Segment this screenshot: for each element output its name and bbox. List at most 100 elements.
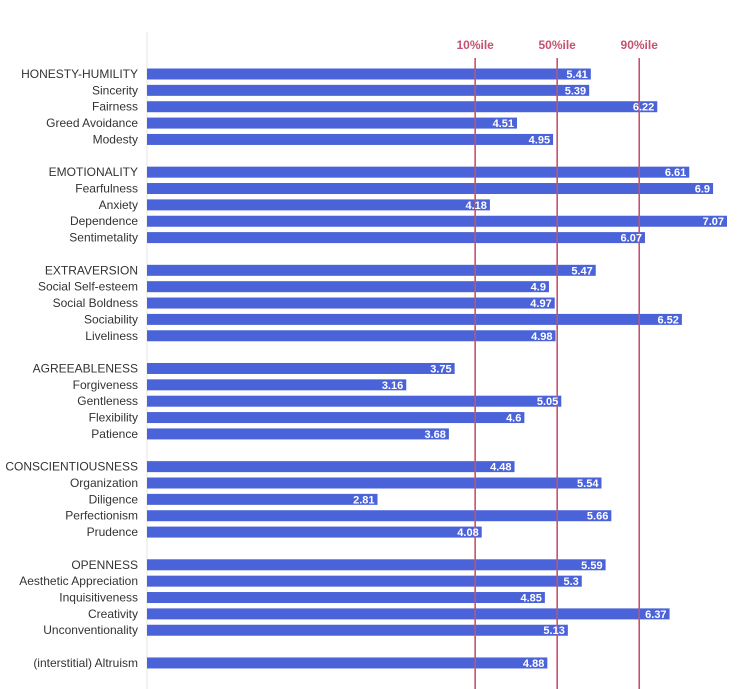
value-label-unconventionality: 5.13 <box>543 625 564 637</box>
category-labels-layer: HONESTY-HUMILITY Sincerity Fairness Greed A… <box>5 67 138 670</box>
value-label-sentimetality: 6.07 <box>621 233 642 245</box>
bar-flexibility <box>147 412 525 424</box>
bar-honesty-humility <box>147 68 591 80</box>
reference-lines-layer: 10%ile 50%ile 90%ile <box>456 38 658 689</box>
group-label-honesty-humility: HONESTY-HUMILITY <box>21 67 138 81</box>
value-label-social-boldness: 4.97 <box>530 298 551 310</box>
bar-social-boldness <box>147 297 555 309</box>
facet-label-fairness: Fairness <box>92 100 138 114</box>
bar-greed-avoidance <box>147 117 517 129</box>
bar-sociability <box>147 313 682 325</box>
facet-label-prudence: Prudence <box>87 525 139 539</box>
bar-extraversion <box>147 264 596 276</box>
bar-patience <box>147 428 449 440</box>
bar-openness <box>147 559 606 571</box>
value-label-flexibility: 4.6 <box>506 413 521 425</box>
group-label-openness: OPENNESS <box>71 558 138 572</box>
group-label-interstitial-altruism: (interstitial) Altruism <box>33 656 138 670</box>
value-label-modesty: 4.95 <box>529 134 550 146</box>
bar-conscientiousness <box>147 461 515 473</box>
bar-aesthetic-appreciation <box>147 575 582 587</box>
value-label-honesty-humility: 5.41 <box>566 69 587 81</box>
bar-gentleness <box>147 395 562 407</box>
facet-label-greed-avoidance: Greed Avoidance <box>46 116 138 130</box>
bar-prudence <box>147 526 482 538</box>
bar-interstitial-altruism <box>147 657 548 669</box>
bar-emotionality <box>147 166 690 178</box>
facet-label-sociability: Sociability <box>84 312 138 326</box>
value-label-sociability: 6.52 <box>657 314 678 326</box>
value-label-interstitial-altruism: 4.88 <box>523 658 544 670</box>
ref-label-10-ile: 10%ile <box>456 38 494 52</box>
bar-diligence <box>147 493 378 505</box>
bar-unconventionality <box>147 624 568 636</box>
bar-dependence <box>147 215 727 227</box>
value-label-extraversion: 5.47 <box>571 265 592 277</box>
facet-label-sincerity: Sincerity <box>92 83 138 97</box>
value-label-social-self-esteem: 4.9 <box>531 282 546 294</box>
bar-modesty <box>147 133 554 145</box>
facet-label-social-self-esteem: Social Self-esteem <box>38 280 138 294</box>
bars-layer <box>147 68 727 669</box>
facet-label-unconventionality: Unconventionality <box>43 623 138 637</box>
bar-liveliness <box>147 330 556 342</box>
facet-label-diligence: Diligence <box>89 492 139 506</box>
value-label-perfectionism: 5.66 <box>587 511 608 523</box>
bar-creativity <box>147 608 670 620</box>
value-label-fearfulness: 6.9 <box>695 184 710 196</box>
value-label-dependence: 7.07 <box>703 216 724 228</box>
bar-fairness <box>147 101 658 113</box>
facet-label-social-boldness: Social Boldness <box>53 296 138 310</box>
facet-label-gentleness: Gentleness <box>77 394 138 408</box>
value-label-sincerity: 5.39 <box>565 85 586 97</box>
bar-inquisitiveness <box>147 592 545 604</box>
facet-label-modesty: Modesty <box>93 132 138 146</box>
bar-perfectionism <box>147 510 612 522</box>
bar-social-self-esteem <box>147 281 549 293</box>
value-label-agreeableness: 3.75 <box>430 363 451 375</box>
facet-label-flexibility: Flexibility <box>89 411 138 425</box>
value-label-gentleness: 5.05 <box>537 396 558 408</box>
facet-label-patience: Patience <box>91 427 138 441</box>
bar-fearfulness <box>147 183 714 195</box>
value-label-creativity: 6.37 <box>645 609 666 621</box>
facet-label-sentimetality: Sentimetality <box>69 231 138 245</box>
value-label-prudence: 4.08 <box>457 527 478 539</box>
facet-label-perfectionism: Perfectionism <box>65 509 138 523</box>
bar-forgiveness <box>147 379 407 391</box>
value-label-liveliness: 4.98 <box>531 331 552 343</box>
value-labels-layer: 5.41 5.39 6.22 4.51 4.95 6.61 6.9 4.18 7.07 6.07 5… <box>353 69 724 670</box>
value-label-openness: 5.59 <box>581 560 602 572</box>
value-label-anxiety: 4.18 <box>465 200 486 212</box>
group-label-conscientiousness: CONSCIENTIOUSNESS <box>5 460 138 474</box>
facet-label-aesthetic-appreciation: Aesthetic Appreciation <box>19 574 138 588</box>
facet-label-dependence: Dependence <box>70 214 138 228</box>
value-label-emotionality: 6.61 <box>665 167 686 179</box>
bar-anxiety <box>147 199 490 211</box>
facet-label-creativity: Creativity <box>88 607 138 621</box>
value-label-conscientiousness: 4.48 <box>490 462 511 474</box>
value-label-diligence: 2.81 <box>353 494 374 506</box>
facet-label-fearfulness: Fearfulness <box>75 182 138 196</box>
value-label-organization: 5.54 <box>577 478 599 490</box>
facet-label-anxiety: Anxiety <box>99 198 138 212</box>
value-label-forgiveness: 3.16 <box>382 380 403 392</box>
group-label-emotionality: EMOTIONALITY <box>49 165 138 179</box>
value-label-greed-avoidance: 4.51 <box>493 118 514 130</box>
value-label-fairness: 6.22 <box>633 102 654 114</box>
bar-sentimetality <box>147 232 645 244</box>
facet-label-forgiveness: Forgiveness <box>73 378 138 392</box>
value-label-aesthetic-appreciation: 5.3 <box>563 576 578 588</box>
bar-sincerity <box>147 84 590 96</box>
group-label-agreeableness: AGREEABLENESS <box>33 361 138 375</box>
ref-label-90-ile: 90%ile <box>621 38 659 52</box>
value-label-patience: 3.68 <box>424 429 445 441</box>
facet-label-liveliness: Liveliness <box>85 329 138 343</box>
facet-label-inquisitiveness: Inquisitiveness <box>59 591 138 605</box>
bar-agreeableness <box>147 362 455 374</box>
bar-organization <box>147 477 602 489</box>
value-label-inquisitiveness: 4.85 <box>520 593 541 605</box>
group-label-extraversion: EXTRAVERSION <box>45 263 138 277</box>
facet-label-organization: Organization <box>70 476 138 490</box>
